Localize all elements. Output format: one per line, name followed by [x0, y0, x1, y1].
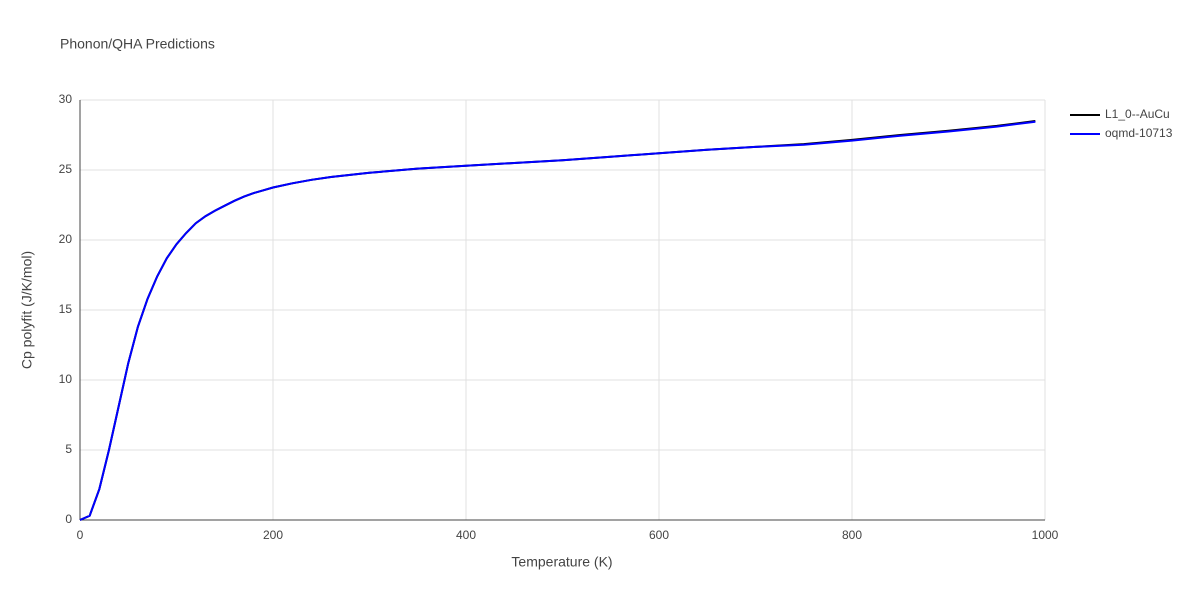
y-tick-label: 5 [65, 442, 72, 456]
x-tick-label: 200 [263, 528, 283, 542]
x-tick-label: 0 [77, 528, 84, 542]
y-tick-label: 15 [59, 302, 73, 316]
x-tick-label: 400 [456, 528, 476, 542]
y-tick-label: 30 [59, 92, 73, 106]
x-tick-label: 600 [649, 528, 669, 542]
legend-label: L1_0--AuCu [1105, 107, 1170, 121]
data-line [79, 120, 1036, 521]
y-tick-label: 20 [59, 232, 73, 246]
x-tick-label: 800 [842, 528, 862, 542]
chart-title: Phonon/QHA Predictions [60, 36, 215, 52]
y-tick-label: 25 [59, 162, 73, 176]
x-tick-label: 1000 [1032, 528, 1059, 542]
legend-label: oqmd-10713 [1105, 126, 1173, 140]
data-line [79, 120, 1036, 521]
y-tick-label: 0 [65, 512, 72, 526]
y-tick-label: 10 [59, 372, 73, 386]
y-axis-title: Cp polyfit (J/K/mol) [19, 251, 35, 369]
x-axis-title: Temperature (K) [511, 554, 612, 570]
